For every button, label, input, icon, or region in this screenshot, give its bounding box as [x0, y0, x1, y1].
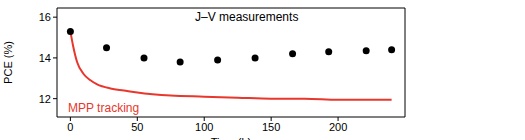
svg-text:16: 16: [39, 11, 51, 23]
svg-text:Time (h): Time (h): [211, 136, 252, 140]
html-text:MPP tracking: MPP tracking: [68, 101, 140, 115]
svg-text:100: 100: [195, 121, 213, 133]
svg-text:0: 0: [67, 121, 73, 133]
html-text:J–V measurements: J–V measurements: [195, 10, 299, 24]
svg-text:14: 14: [39, 52, 51, 64]
svg-text:200: 200: [329, 121, 347, 133]
svg-text:12: 12: [39, 93, 51, 105]
svg-text:150: 150: [262, 121, 280, 133]
svg-text:PCE (%): PCE (%): [8, 41, 14, 84]
svg-text:50: 50: [131, 121, 143, 133]
